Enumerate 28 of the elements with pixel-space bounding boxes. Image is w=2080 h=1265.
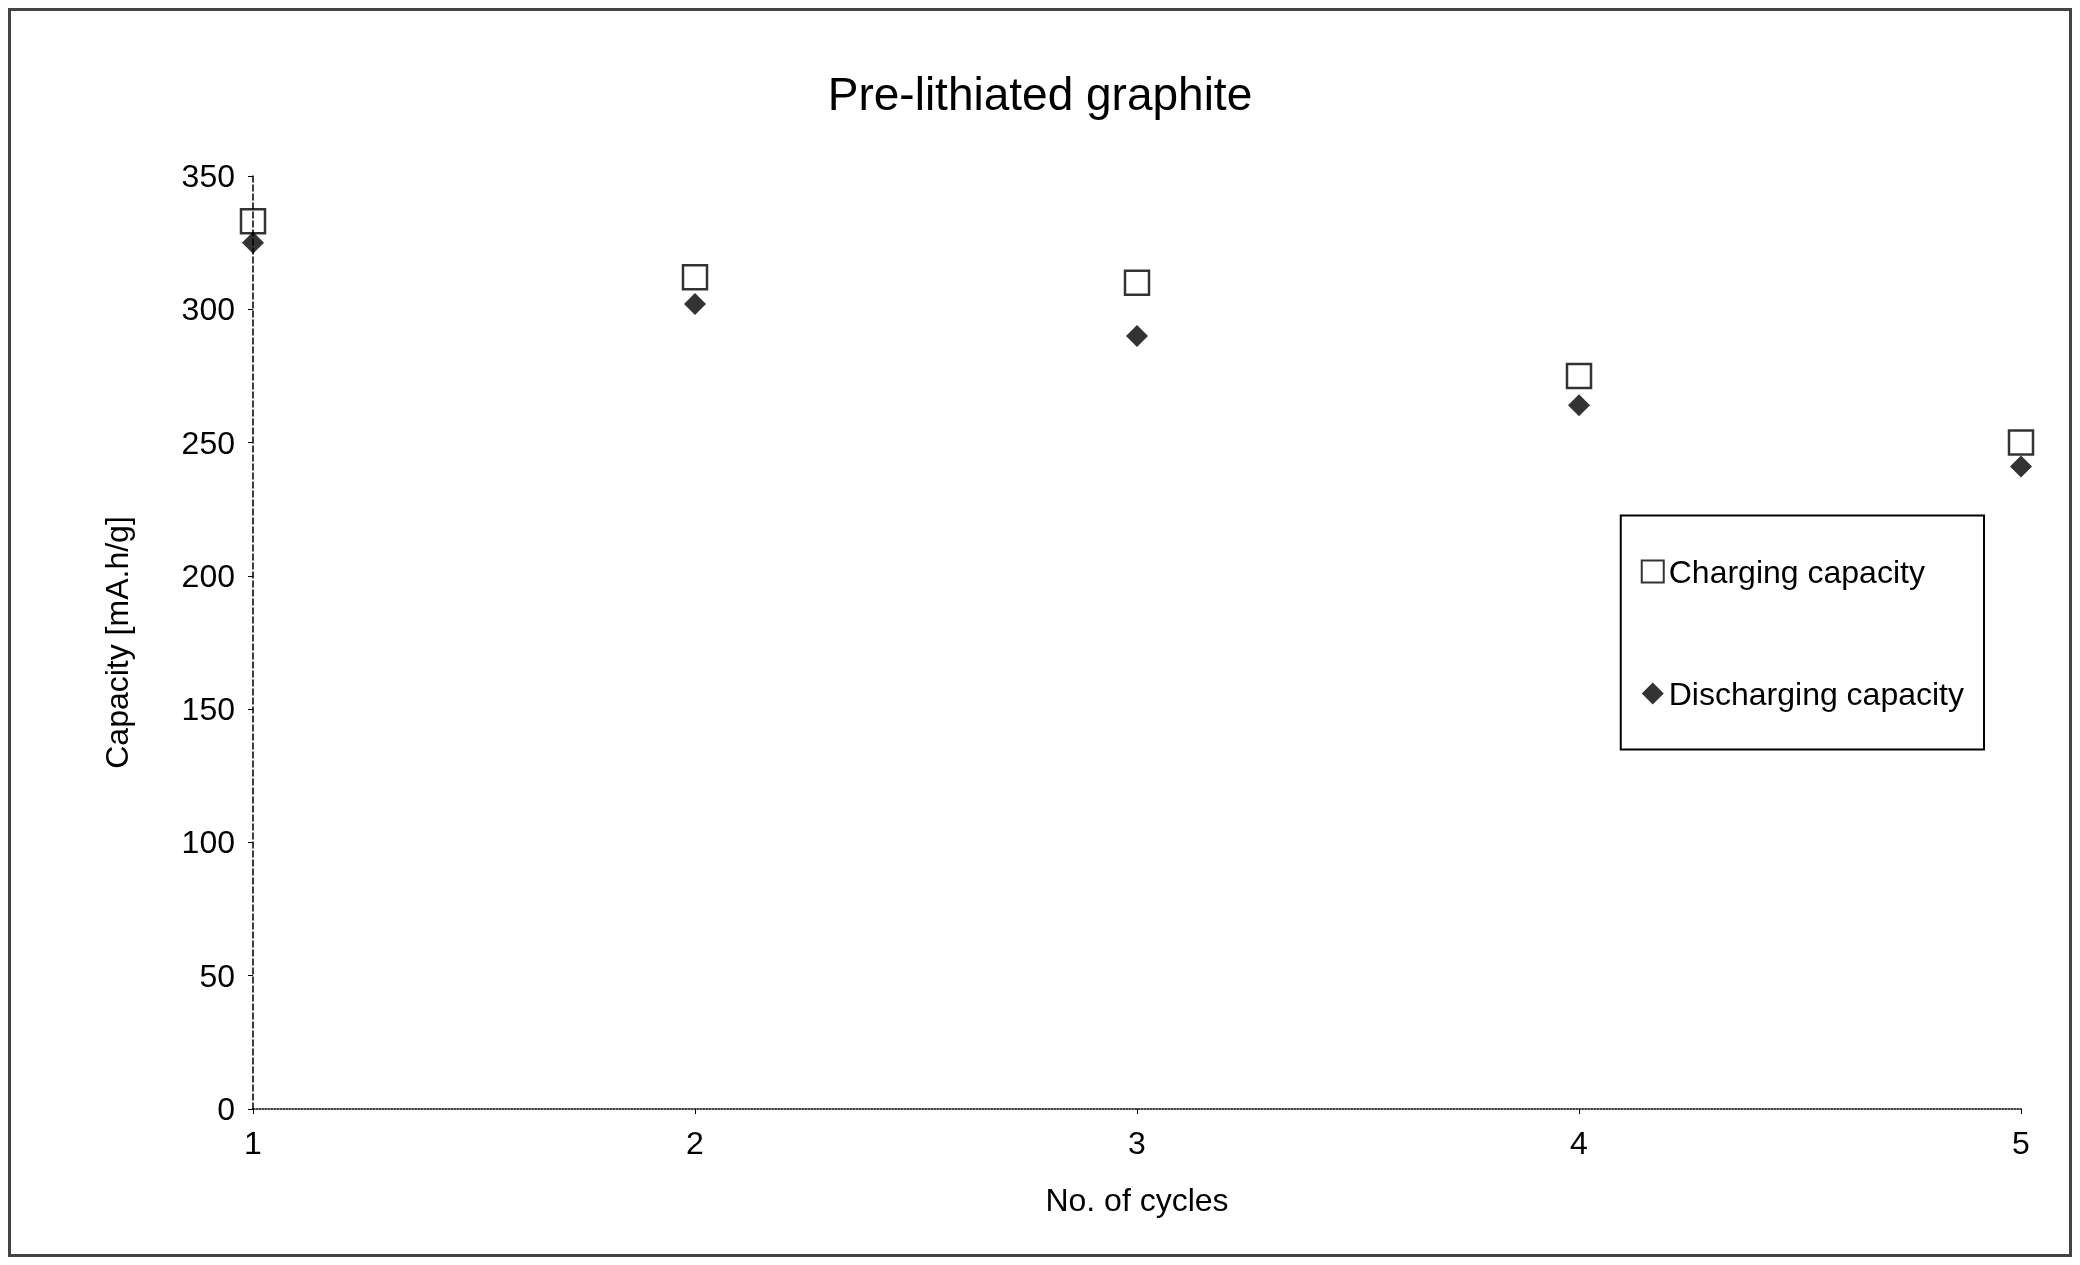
x-tick-label: 4 (1570, 1125, 1588, 1161)
y-tick-label: 150 (181, 691, 235, 728)
x-tick-label: 1 (244, 1125, 262, 1161)
y-tick-label: 50 (199, 957, 235, 994)
legend-label: Charging capacity (1668, 553, 1925, 590)
point (2010, 455, 2032, 478)
point (684, 292, 706, 315)
y-tick-label: 250 (181, 424, 235, 461)
point (1565, 362, 1593, 390)
y-tick-label: 300 (181, 291, 235, 328)
point (2007, 429, 2035, 456)
y-tick-label: 350 (181, 158, 235, 194)
x-axis-title: No. of cycles (1045, 1182, 1229, 1218)
chart-title: Pre-lithiated graphite (827, 68, 1253, 120)
point (681, 264, 709, 291)
point (1123, 269, 1151, 296)
y-tick-label: 0 (217, 1091, 235, 1127)
x-tick-label: 3 (1128, 1125, 1146, 1161)
point (242, 231, 264, 254)
y-tick-label: 100 (181, 824, 235, 861)
x-tick-label: 5 (2012, 1125, 2030, 1161)
point (239, 208, 267, 235)
y-tick-label: 200 (181, 557, 235, 594)
point (1126, 324, 1148, 347)
x-tick-label: 2 (686, 1125, 704, 1161)
legend-label: Discharging capacity (1668, 675, 1964, 712)
y-axis-title: Capacity [mA.h/g] (99, 516, 135, 769)
point (1568, 394, 1590, 417)
